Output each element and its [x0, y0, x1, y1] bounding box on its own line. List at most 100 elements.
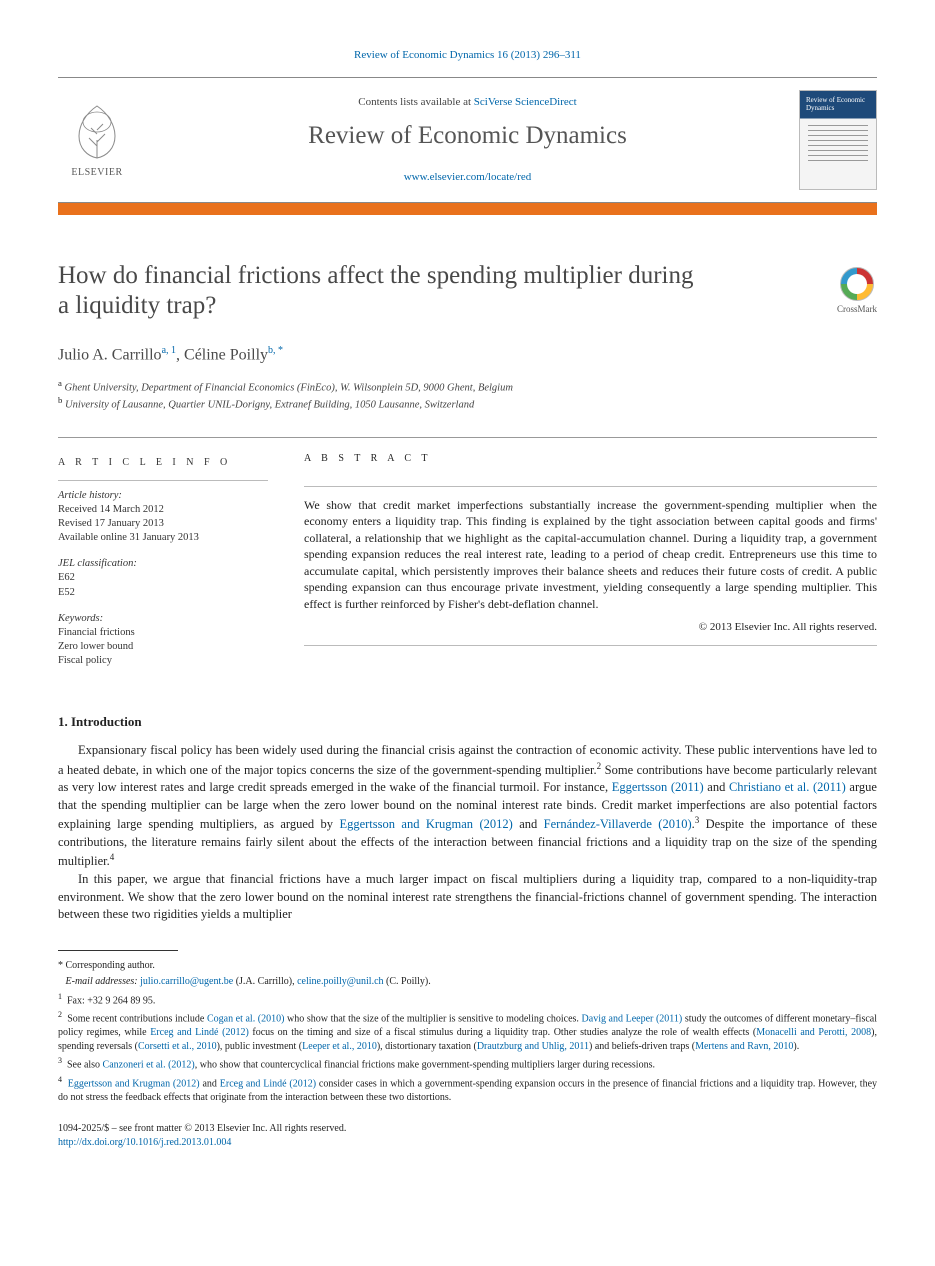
cite-drautzburg-uhlig-2011[interactable]: Drautzburg and Uhlig, 2011 [477, 1041, 589, 1052]
fn2-i: ). [793, 1041, 799, 1052]
copyright: © 2013 Elsevier Inc. All rights reserved… [304, 620, 877, 635]
kw-1: Financial frictions [58, 626, 268, 640]
doi-link[interactable]: http://dx.doi.org/10.1016/j.red.2013.01.… [58, 1137, 231, 1148]
corresponding-star: * [278, 345, 283, 356]
fn-ref-4[interactable]: 4 [110, 852, 115, 862]
fn-email1-who: (J.A. Carrillo), [233, 976, 297, 987]
author-2: Céline Poilly [184, 346, 268, 363]
running-head: Review of Economic Dynamics 16 (2013) 29… [58, 48, 877, 63]
abstract-label: A B S T R A C T [304, 452, 877, 466]
keywords-block: Keywords: Financial frictions Zero lower… [58, 612, 268, 669]
fn1-text: Fax: +32 9 264 89 95. [67, 995, 155, 1006]
fn-2: 2 Some recent contributions include Coga… [58, 1010, 877, 1053]
fn-1: 1 Fax: +32 9 264 89 95. [58, 992, 877, 1008]
page: Review of Economic Dynamics 16 (2013) 29… [0, 0, 935, 1189]
sciencedirect-link[interactable]: SciVerse ScienceDirect [474, 96, 577, 108]
jel-1: E62 [58, 571, 268, 585]
author-2-affil: b, [268, 345, 278, 356]
cite-leeper-2010[interactable]: Leeper et al., 2010 [302, 1041, 377, 1052]
fn2-h: ) and beliefs-driven traps ( [589, 1041, 695, 1052]
cite-fernandez-villaverde-2010[interactable]: Fernández-Villaverde (2010) [544, 817, 692, 831]
fn3-a: See also [67, 1060, 103, 1071]
history-head: Article history: [58, 490, 122, 501]
affil-a: a Ghent University, Department of Financ… [58, 378, 877, 396]
jel-block: JEL classification: E62 E52 [58, 557, 268, 600]
para-1: Expansionary fiscal policy has been wide… [58, 742, 877, 871]
history-received: Received 14 March 2012 [58, 503, 268, 517]
crossmark-badge[interactable]: CrossMark [837, 267, 877, 315]
article-info: A R T I C L E I N F O Article history: R… [58, 438, 268, 668]
fn-emails: E-mail addresses: julio.carrillo@ugent.b… [58, 975, 877, 989]
front-matter: 1094-2025/$ – see front matter © 2013 El… [58, 1122, 877, 1136]
fn-email2-who: (C. Poilly). [384, 976, 431, 987]
affil-b: b University of Lausanne, Quartier UNIL-… [58, 395, 877, 413]
cite-corsetti-2010[interactable]: Corsetti et al., 2010 [138, 1041, 217, 1052]
kw-3: Fiscal policy [58, 654, 268, 668]
doi-block: 1094-2025/$ – see front matter © 2013 El… [58, 1122, 877, 1149]
fn2-g: ), distortionary taxation ( [377, 1041, 477, 1052]
cite-christiano-2011[interactable]: Christiano et al. (2011) [729, 780, 846, 794]
p1-e: and [513, 817, 544, 831]
fn2-a: Some recent contributions include [67, 1014, 207, 1025]
affiliations: a Ghent University, Department of Financ… [58, 378, 877, 413]
abstract-block: A B S T R A C T We show that credit mark… [304, 438, 877, 668]
crossmark-icon [840, 267, 874, 301]
article-title: How do financial frictions affect the sp… [58, 261, 698, 322]
para-2: In this paper, we argue that financial f… [58, 871, 877, 924]
cite-erceg-linde-2012[interactable]: Erceg and Lindé (2012) [150, 1027, 249, 1038]
jel-head: JEL classification: [58, 558, 137, 569]
publisher-name: ELSEVIER [58, 166, 136, 180]
cite-davig-leeper-2011[interactable]: Davig and Leeper (2011) [582, 1014, 683, 1025]
history-revised: Revised 17 January 2013 [58, 517, 268, 531]
masthead-center: Contents lists available at SciVerse Sci… [150, 95, 785, 185]
p1-c: and [704, 780, 729, 794]
jel-2: E52 [58, 586, 268, 600]
cite-canzoneri-2012[interactable]: Canzoneri et al. (2012) [103, 1060, 195, 1071]
title-block: How do financial frictions affect the sp… [58, 261, 877, 322]
fn2-b: who show that the size of the multiplier… [284, 1014, 581, 1025]
orange-accent-bar [58, 203, 877, 215]
fn-3: 3 See also Canzoneri et al. (2012), who … [58, 1056, 877, 1072]
contents-available: Contents lists available at SciVerse Sci… [150, 95, 785, 110]
fn-4: 4 Eggertsson and Krugman (2012) and Erce… [58, 1075, 877, 1104]
cite-cogan-2010[interactable]: Cogan et al. (2010) [207, 1014, 284, 1025]
keywords-head: Keywords: [58, 613, 103, 624]
journal-cover-thumb: Review of Economic Dynamics [799, 90, 877, 190]
fn-corresponding: * Corresponding author. [58, 959, 877, 973]
footnotes: * Corresponding author. E-mail addresses… [58, 959, 877, 1105]
author-1-affil: a, 1 [162, 345, 176, 356]
journal-title: Review of Economic Dynamics [150, 119, 785, 153]
fn-email-label: E-mail addresses: [66, 976, 141, 987]
affil-b-text: University of Lausanne, Quartier UNIL-Do… [62, 400, 474, 411]
cite-eggertsson-krugman-2012-b[interactable]: Eggertsson and Krugman (2012) [68, 1078, 200, 1089]
meta-row: A R T I C L E I N F O Article history: R… [58, 437, 877, 668]
cite-eggertsson-2011[interactable]: Eggertsson (2011) [612, 780, 704, 794]
fn2-d: focus on the timing and size of a fiscal… [249, 1027, 756, 1038]
contents-available-pre: Contents lists available at [358, 96, 473, 108]
journal-homepage-link[interactable]: www.elsevier.com/locate/red [404, 171, 532, 183]
author-1: Julio A. Carrillo [58, 346, 162, 363]
email-carrillo[interactable]: julio.carrillo@ugent.be [140, 976, 233, 987]
author-sep: , [176, 346, 184, 363]
email-poilly[interactable]: celine.poilly@unil.ch [297, 976, 383, 987]
masthead: ELSEVIER Contents lists available at Sci… [58, 77, 877, 203]
cite-eggertsson-krugman-2012[interactable]: Eggertsson and Krugman (2012) [339, 817, 512, 831]
section-1-head: 1. Introduction [58, 713, 877, 731]
authors: Julio A. Carrilloa, 1, Céline Poillyb, * [58, 344, 877, 366]
crossmark-label: CrossMark [837, 303, 877, 315]
history-block: Article history: Received 14 March 2012 … [58, 480, 268, 546]
cite-monacelli-perotti-2008[interactable]: Monacelli and Perotti, 2008 [756, 1027, 871, 1038]
fn4-b: and [200, 1078, 220, 1089]
footnote-separator [58, 950, 178, 951]
cover-thumb-title: Review of Economic Dynamics [806, 97, 870, 112]
abstract-text: We show that credit market imperfections… [304, 486, 877, 613]
history-online: Available online 31 January 2013 [58, 531, 268, 545]
elsevier-tree-icon [65, 100, 129, 164]
kw-2: Zero lower bound [58, 640, 268, 654]
article-info-label: A R T I C L E I N F O [58, 452, 268, 470]
fn2-f: ), public investment ( [217, 1041, 303, 1052]
affil-a-text: Ghent University, Department of Financia… [62, 382, 513, 393]
publisher-logo: ELSEVIER [58, 100, 136, 180]
cite-erceg-linde-2012-b[interactable]: Erceg and Lindé (2012) [220, 1078, 316, 1089]
cite-mertens-ravn-2010[interactable]: Mertens and Ravn, 2010 [695, 1041, 793, 1052]
